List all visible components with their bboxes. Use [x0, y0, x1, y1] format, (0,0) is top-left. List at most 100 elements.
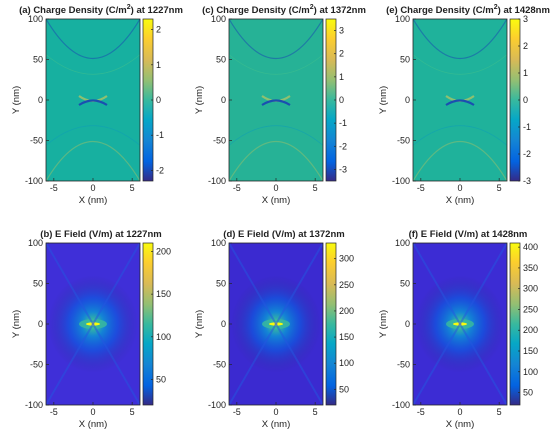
- colorbar-tick-label: 150: [523, 346, 538, 356]
- x-tick-label: -5: [50, 407, 58, 417]
- y-tick-label: 100: [211, 238, 226, 248]
- heatmap-c: [229, 19, 323, 181]
- colorbar-tick-label: 400: [523, 242, 538, 252]
- y-tick-label: 100: [28, 238, 43, 248]
- y-tick-label: 50: [400, 55, 410, 65]
- colorbar: [509, 242, 521, 406]
- panel-title: (e) Charge Density (C/m2) at 1428nm: [386, 4, 550, 16]
- colorbar-tick-label: -2: [339, 141, 347, 151]
- x-tick-label: 5: [313, 407, 318, 417]
- y-tick-label: -100: [392, 176, 410, 186]
- colorbar-tick-label: 0: [339, 95, 344, 105]
- x-tick-label: 5: [130, 183, 135, 193]
- charge-contour: [46, 54, 140, 75]
- panel-title: (a) Charge Density (C/m2) at 1227nm: [19, 4, 183, 16]
- colorbar-tick-label: 2: [339, 49, 344, 59]
- y-tick-label: 100: [395, 238, 410, 248]
- charge-band: [413, 19, 507, 59]
- y-tick-label: -50: [397, 360, 410, 370]
- colorbar-tick-label: 200: [339, 306, 354, 316]
- charge-contour: [413, 54, 507, 75]
- colorbar-tick-label: 50: [339, 384, 349, 394]
- x-tick-label: -5: [417, 407, 425, 417]
- x-tick-label: 5: [130, 407, 135, 417]
- panel-title: (d) E Field (V/m) at 1372nm: [223, 229, 344, 240]
- heatmap-e: [413, 19, 507, 181]
- x-tick-label: -5: [417, 183, 425, 193]
- colorbar-tick-label: 200: [156, 247, 171, 257]
- charge-band: [229, 141, 323, 181]
- title-main: (d) E Field (V/m) at 1372nm: [223, 229, 344, 240]
- colorbar-tick-label: -1: [339, 118, 347, 128]
- charge-band: [413, 141, 507, 181]
- colorbar-tick-label: 250: [523, 304, 538, 314]
- y-tick-label: 0: [38, 319, 43, 329]
- x-tick-label: 0: [273, 407, 278, 417]
- title-suffix: ) at 1372nm: [314, 5, 366, 16]
- colorbar: [142, 242, 154, 406]
- charge-band: [46, 141, 140, 181]
- efield-edge: [46, 322, 140, 405]
- y-axis-label: Y (nm): [194, 86, 205, 114]
- colorbar-tick-label: 300: [523, 284, 538, 294]
- y-tick-label: -100: [25, 176, 43, 186]
- colorbar: [325, 242, 337, 406]
- colorbar-tick-label: 2: [156, 25, 161, 35]
- title-superscript: 2: [310, 4, 314, 11]
- colorbar-tick-label: 100: [523, 367, 538, 377]
- y-tick-label: -100: [208, 176, 226, 186]
- y-tick-label: -50: [30, 136, 43, 146]
- colorbar-tick-label: 300: [339, 254, 354, 264]
- y-tick-label: -100: [25, 400, 43, 410]
- charge-contour: [413, 125, 507, 146]
- y-tick-label: -50: [30, 360, 43, 370]
- y-tick-label: -50: [213, 136, 226, 146]
- charge-contour: [46, 125, 140, 146]
- colorbar-tick-label: 0: [523, 95, 528, 105]
- y-axis-label: Y (nm): [378, 310, 389, 338]
- heatmap-b: [46, 243, 140, 405]
- y-tick-label: 50: [216, 279, 226, 289]
- charge-hotspot-lower: [445, 99, 475, 106]
- colorbar-tick-label: 200: [523, 325, 538, 335]
- heatmap-d: [229, 243, 323, 405]
- panel-title: (f) E Field (V/m) at 1428nm: [409, 229, 528, 240]
- colorbar-tick-label: -1: [523, 122, 531, 132]
- x-tick-label: 0: [457, 407, 462, 417]
- title-suffix: ) at 1227nm: [131, 5, 183, 16]
- y-tick-label: 50: [400, 279, 410, 289]
- y-tick-label: 100: [211, 14, 226, 24]
- colorbar-tick-label: 100: [156, 332, 171, 342]
- title-main: (b) E Field (V/m) at 1227nm: [40, 229, 161, 240]
- colorbar-tick-label: 150: [339, 332, 354, 342]
- y-tick-label: -50: [213, 360, 226, 370]
- y-tick-label: 100: [28, 14, 43, 24]
- y-tick-label: -100: [392, 400, 410, 410]
- x-tick-label: 5: [497, 407, 502, 417]
- y-axis-label: Y (nm): [11, 86, 22, 114]
- y-tick-label: 0: [38, 95, 43, 105]
- y-tick-label: -100: [208, 400, 226, 410]
- colorbar-tick-label: 1: [156, 60, 161, 70]
- x-axis-label: X (nm): [79, 195, 108, 206]
- charge-hotspot-lower: [78, 99, 108, 106]
- colorbar-tick-label: -2: [156, 165, 164, 175]
- colorbar-tick-label: -3: [339, 164, 347, 174]
- title-main: (e) Charge Density (C/m: [386, 5, 494, 16]
- x-axis-label: X (nm): [262, 195, 291, 206]
- y-axis-label: Y (nm): [194, 310, 205, 338]
- y-tick-label: 100: [395, 14, 410, 24]
- x-axis-label: X (nm): [79, 419, 108, 430]
- x-tick-label: 5: [313, 183, 318, 193]
- colorbar-tick-label: 100: [339, 358, 354, 368]
- charge-hotspot-lower: [261, 99, 291, 106]
- y-axis-label: Y (nm): [11, 310, 22, 338]
- x-axis-label: X (nm): [262, 419, 291, 430]
- efield-edge: [413, 322, 507, 405]
